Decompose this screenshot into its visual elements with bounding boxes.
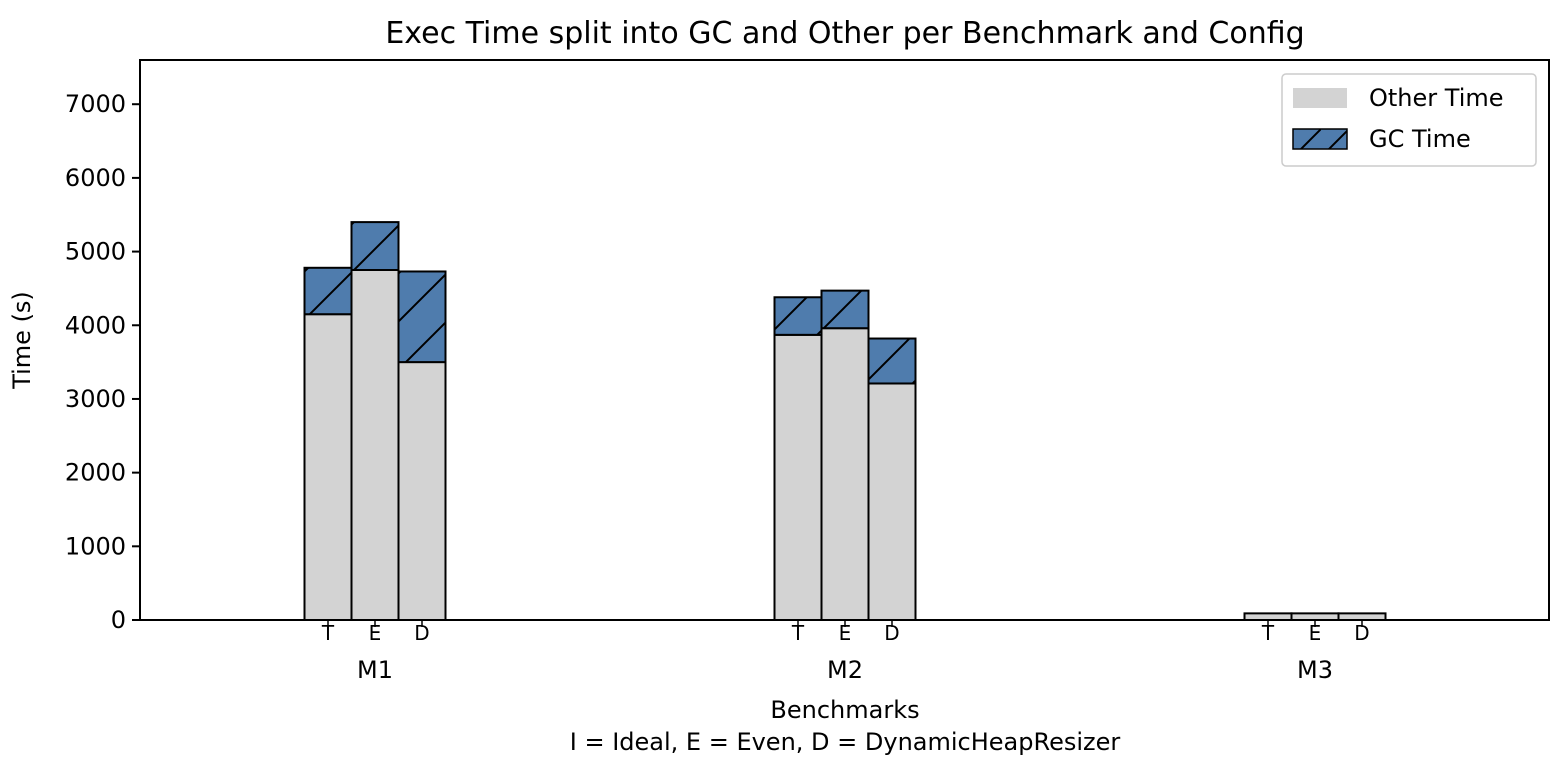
legend-label-other: Other Time [1369, 84, 1504, 112]
x-axis: T E D M1 T E D M2 T E D M3 [321, 620, 1370, 684]
legend-label-gc: GC Time [1369, 125, 1471, 153]
config-label: T [321, 621, 335, 645]
config-label: T [791, 621, 805, 645]
benchmark-label-M1: M1 [357, 656, 393, 684]
y-tick-label: 2000 [65, 459, 126, 487]
y-axis: 0 1000 2000 3000 4000 5000 6000 7000 [65, 90, 140, 634]
y-tick-label: 0 [111, 606, 126, 634]
x-axis-note: I = Ideal, E = Even, D = DynamicHeapResi… [570, 728, 1121, 756]
bar-other-M1-E [350, 269, 400, 621]
y-axis-label: Time (s) [8, 291, 36, 390]
bar-gc-M2-E [820, 289, 870, 330]
y-tick-label: 4000 [65, 311, 126, 339]
bar-gc-M1-T [303, 266, 353, 316]
y-tick-label: 1000 [65, 532, 126, 560]
bar-gc-M1-E [350, 221, 400, 272]
benchmark-label-M2: M2 [827, 656, 863, 684]
y-tick-label: 5000 [65, 238, 126, 266]
bar-other-M2-E [820, 327, 870, 621]
legend-swatch-gc [1292, 128, 1348, 150]
config-label: E [1309, 621, 1322, 645]
config-label: E [839, 621, 852, 645]
x-axis-label: Benchmarks [770, 696, 919, 724]
config-label: E [369, 621, 382, 645]
y-tick-label: 3000 [65, 385, 126, 413]
bar-gc-M2-D [867, 337, 917, 385]
chart-title: Exec Time split into GC and Other per Be… [385, 16, 1304, 51]
bar-gc-M2-T [773, 296, 823, 336]
bar-other-M1-D [397, 361, 447, 621]
bars-layer [303, 221, 1387, 622]
legend: Other Time GC Time [1281, 73, 1537, 167]
bar-other-M2-D [867, 382, 917, 622]
config-label: D [884, 621, 899, 645]
benchmark-label-M3: M3 [1297, 656, 1333, 684]
y-tick-label: 6000 [65, 164, 126, 192]
config-label: D [414, 621, 429, 645]
config-label: D [1354, 621, 1369, 645]
bar-gc-M1-D [397, 270, 447, 364]
bar-other-M1-T [303, 313, 353, 621]
bar-other-M2-T [773, 333, 823, 621]
config-label: T [1261, 621, 1275, 645]
legend-swatch-other [1293, 88, 1347, 108]
y-tick-label: 7000 [65, 90, 126, 118]
